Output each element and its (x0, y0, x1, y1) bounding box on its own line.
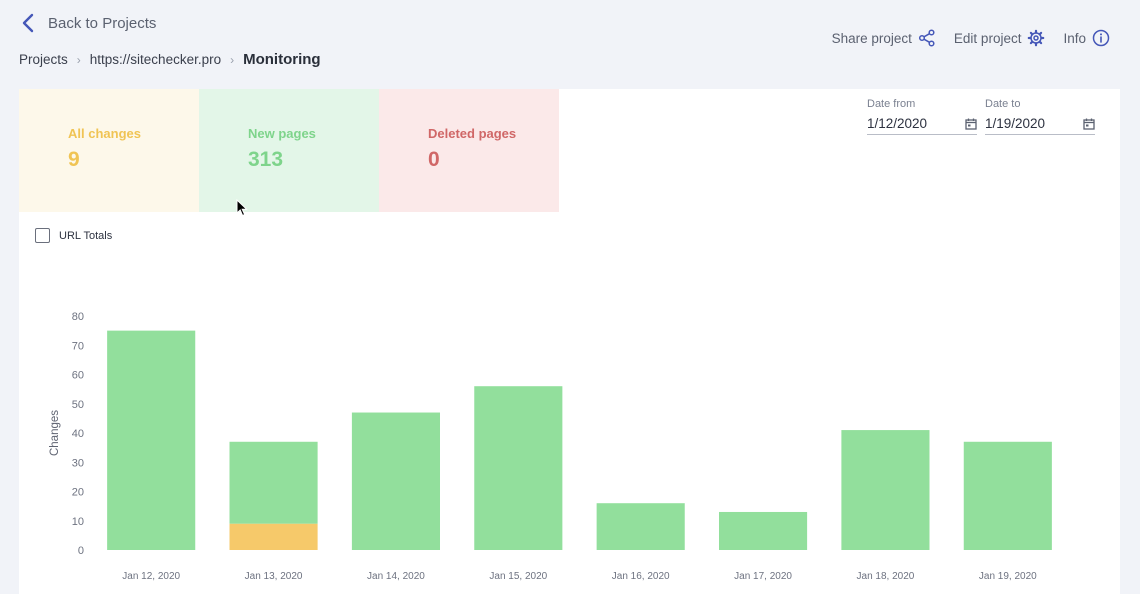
deleted-pages-card[interactable]: Deleted pages 0 (379, 89, 559, 212)
all-changes-label: All changes (68, 126, 141, 141)
y-tick-label: 20 (72, 487, 84, 499)
bar-series-2-2 (229, 441, 318, 524)
bar-series-1-2 (229, 523, 318, 550)
bar-series-2-3 (351, 412, 440, 550)
date-from-value: 1/12/2020 (867, 116, 928, 131)
breadcrumb-projects[interactable]: Projects (19, 52, 68, 67)
x-tick-label: Jan 13, 2020 (245, 571, 303, 582)
share-project-label: Share project (831, 30, 912, 46)
date-to-field: Date to 1/19/2020 (985, 98, 1095, 135)
y-tick-label: 30 (72, 457, 84, 469)
changes-bar-chart: 0 10 20 30 40 50 60 70 80 Changes Jan 12, 2020 Jan … (49, 311, 1052, 582)
date-to-input[interactable]: 1/19/2020 (985, 113, 1095, 135)
date-to-label: Date to (985, 98, 1021, 110)
date-to-value: 1/19/2020 (985, 116, 1046, 131)
bar-series-2-4 (474, 386, 563, 550)
bar-series-2-7 (841, 430, 930, 550)
x-tick-label: Jan 16, 2020 (612, 571, 670, 582)
info-button[interactable]: Info (1063, 29, 1110, 47)
y-tick-label: 60 (72, 370, 84, 382)
date-from-label: Date from (867, 98, 916, 110)
date-from-input[interactable]: 1/12/2020 (867, 113, 977, 135)
share-project-button[interactable]: Share project (832, 29, 936, 47)
all-changes-card[interactable]: All changes 9 (19, 89, 199, 212)
back-to-projects-label: Back to Projects (48, 14, 157, 32)
deleted-pages-value: 0 (428, 148, 440, 171)
x-tick-label: Jan 17, 2020 (734, 571, 792, 582)
new-pages-value: 313 (248, 148, 284, 171)
y-tick-label: 50 (72, 399, 84, 411)
x-tick-label: Jan 14, 2020 (367, 571, 425, 582)
breadcrumb-separator-icon: › (76, 52, 81, 67)
mouse-pointer-icon (236, 199, 248, 217)
y-tick-label: 0 (78, 545, 84, 557)
y-tick-label: 40 (72, 428, 84, 440)
breadcrumb: Projects › https://sitechecker.pro › Mon… (19, 51, 321, 68)
info-label: Info (1063, 30, 1086, 46)
bar-series-2-8 (963, 441, 1052, 550)
new-pages-card[interactable]: New pages 313 (199, 89, 379, 212)
y-tick-label: 10 (72, 516, 84, 528)
y-axis-title: Changes (49, 410, 61, 456)
url-totals-label: URL Totals (59, 229, 113, 242)
breadcrumb-current-page: Monitoring (243, 51, 321, 68)
x-tick-label: Jan 19, 2020 (979, 571, 1037, 582)
url-totals-checkbox[interactable] (35, 228, 50, 243)
url-totals-toggle[interactable]: URL Totals (35, 228, 112, 243)
x-tick-label: Jan 15, 2020 (489, 571, 547, 582)
y-tick-label: 80 (72, 311, 84, 323)
bar-series-2-6 (719, 511, 808, 550)
calendar-icon[interactable] (1083, 118, 1095, 130)
edit-project-button[interactable]: Edit project (954, 29, 1046, 47)
gear-icon (1028, 29, 1045, 47)
project-actions: Share project Edit project (814, 29, 1110, 47)
breadcrumb-separator-icon: › (230, 52, 235, 67)
x-tick-label: Jan 12, 2020 (122, 571, 180, 582)
deleted-pages-label: Deleted pages (428, 126, 517, 141)
breadcrumb-project-url[interactable]: https://sitechecker.pro (89, 52, 222, 67)
x-tick-label: Jan 18, 2020 (857, 571, 915, 582)
chevron-left-icon (22, 13, 34, 33)
monitoring-panel: All changes 9 New pages 313 Deleted page… (19, 89, 1120, 594)
y-tick-label: 70 (72, 340, 84, 352)
bar-series-2-5 (596, 503, 685, 550)
bar-series-2-1 (107, 330, 196, 550)
date-from-field: Date from 1/12/2020 (867, 98, 977, 135)
calendar-icon[interactable] (965, 118, 977, 130)
back-to-projects-link[interactable]: Back to Projects (22, 11, 156, 35)
info-icon (1092, 29, 1110, 47)
share-icon (918, 29, 935, 47)
all-changes-value: 9 (68, 148, 80, 171)
edit-project-label: Edit project (953, 30, 1022, 46)
new-pages-label: New pages (248, 126, 316, 141)
